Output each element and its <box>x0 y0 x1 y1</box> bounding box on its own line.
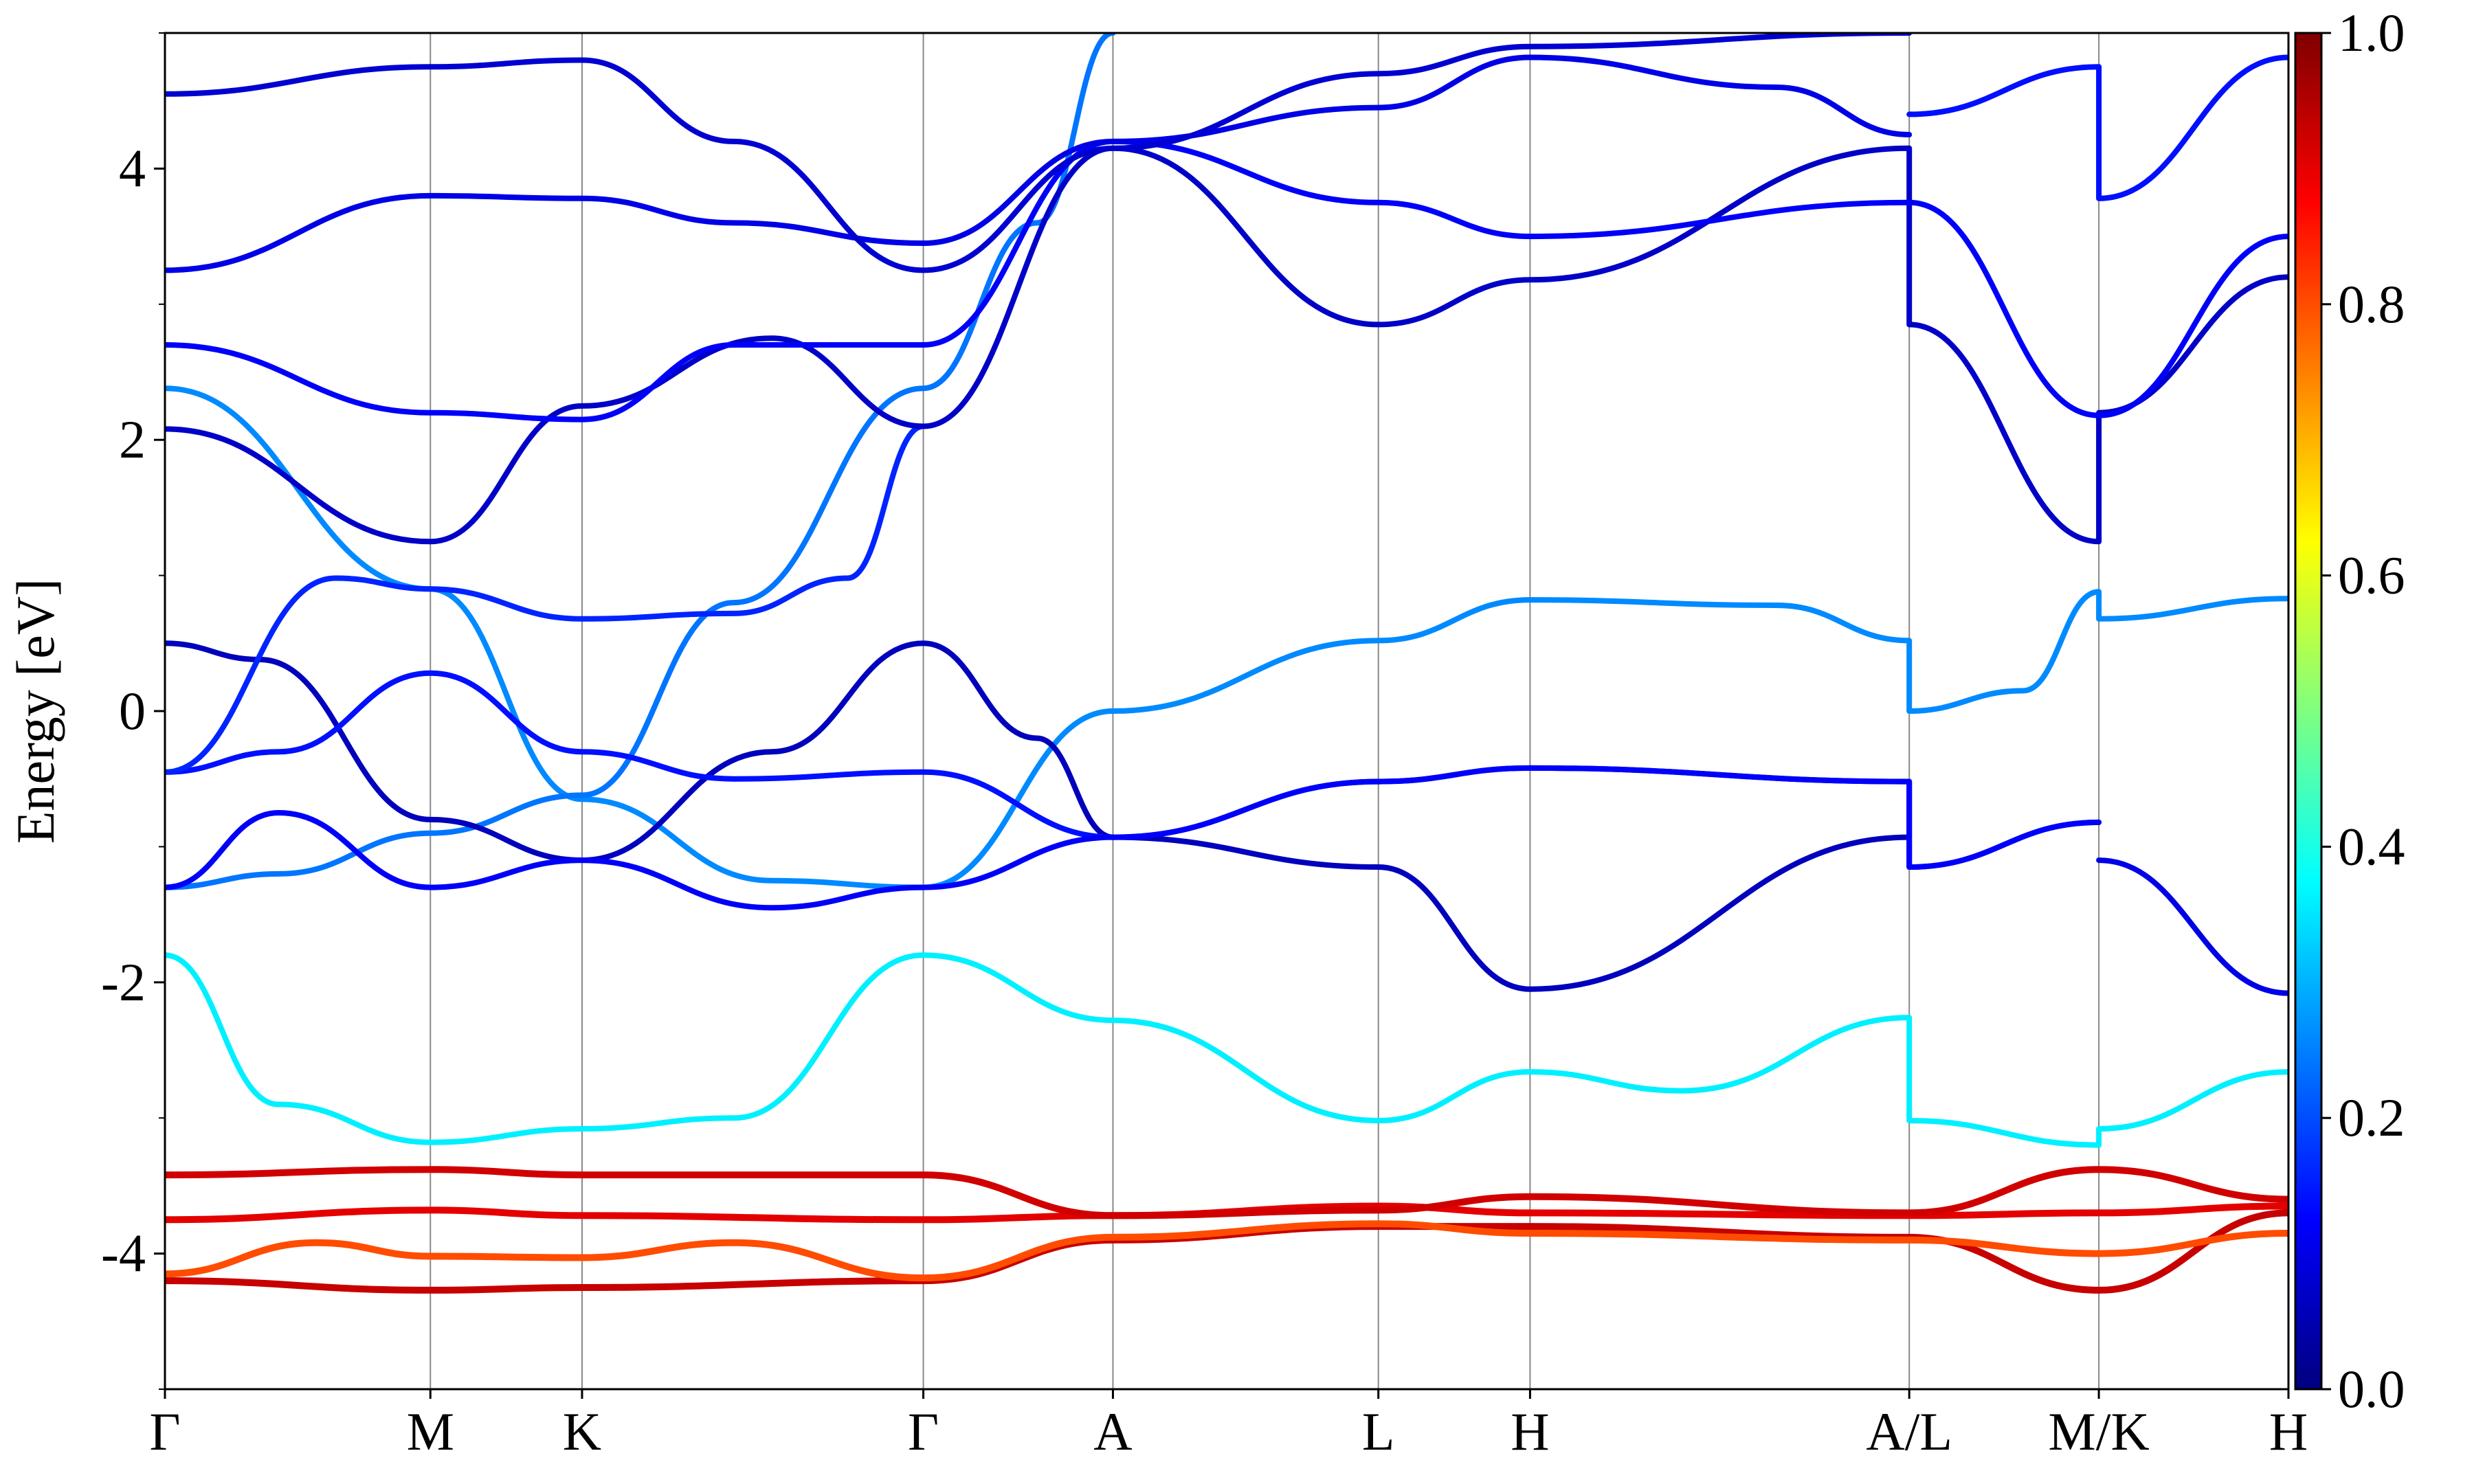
colorbar-tick-label: 0.0 <box>2338 1359 2405 1419</box>
colorbar <box>2294 32 2323 1391</box>
x-tick-label: A <box>1093 1402 1132 1461</box>
band-line <box>165 145 2288 545</box>
x-tick-label: K <box>563 1402 601 1461</box>
x-tick-label: M/K <box>2048 1402 2149 1461</box>
band-line <box>165 423 926 775</box>
band-line <box>165 1166 2288 1219</box>
colorbar-tick-label: 0.4 <box>2338 816 2405 876</box>
y-axis-label: Energy [eV] <box>5 578 65 844</box>
y-tick-label: 0 <box>119 681 146 741</box>
y-tick-label: 2 <box>119 409 146 469</box>
x-tick-label: H <box>2269 1402 2308 1461</box>
band-line <box>165 640 1913 992</box>
x-tick-label: H <box>1511 1402 1549 1461</box>
colorbar-tick-label: 0.6 <box>2338 546 2405 605</box>
colorbar-tick-label: 1.0 <box>2338 3 2405 63</box>
band-line <box>165 1209 2288 1294</box>
x-axis-ticks: Γ M K Γ A L H A/L M/K H <box>149 1389 2308 1461</box>
x-tick-label: L <box>1362 1402 1395 1461</box>
x-tick-label: A/L <box>1866 1402 1952 1461</box>
y-tick-label: -4 <box>101 1224 146 1283</box>
band-line <box>1906 54 2288 201</box>
x-tick-label: Γ <box>908 1402 939 1461</box>
high-symmetry-lines <box>430 33 2100 1389</box>
band-line <box>165 385 2288 890</box>
x-tick-label: M <box>407 1402 454 1461</box>
band-line <box>165 33 1913 273</box>
x-tick-label: Γ <box>149 1402 180 1461</box>
band-line <box>165 138 2288 423</box>
plot-frame <box>164 32 2290 1391</box>
colorbar-tick-label: 0.2 <box>2338 1088 2405 1147</box>
band-line <box>165 952 2288 1148</box>
colorbar-ticks: 0.0 0.2 0.4 0.6 0.8 1.0 <box>2321 3 2405 1419</box>
band-line <box>165 54 1913 273</box>
band-lines <box>165 33 2288 1294</box>
y-tick-label: 4 <box>119 138 146 198</box>
colorbar-tick-label: 0.8 <box>2338 274 2405 334</box>
y-axis-ticks: 4 2 0 -2 -4 <box>101 32 165 1390</box>
band-line <box>165 765 2102 911</box>
band-line <box>165 1220 2288 1282</box>
y-tick-label: -2 <box>101 952 146 1012</box>
band-line <box>2096 857 2288 996</box>
